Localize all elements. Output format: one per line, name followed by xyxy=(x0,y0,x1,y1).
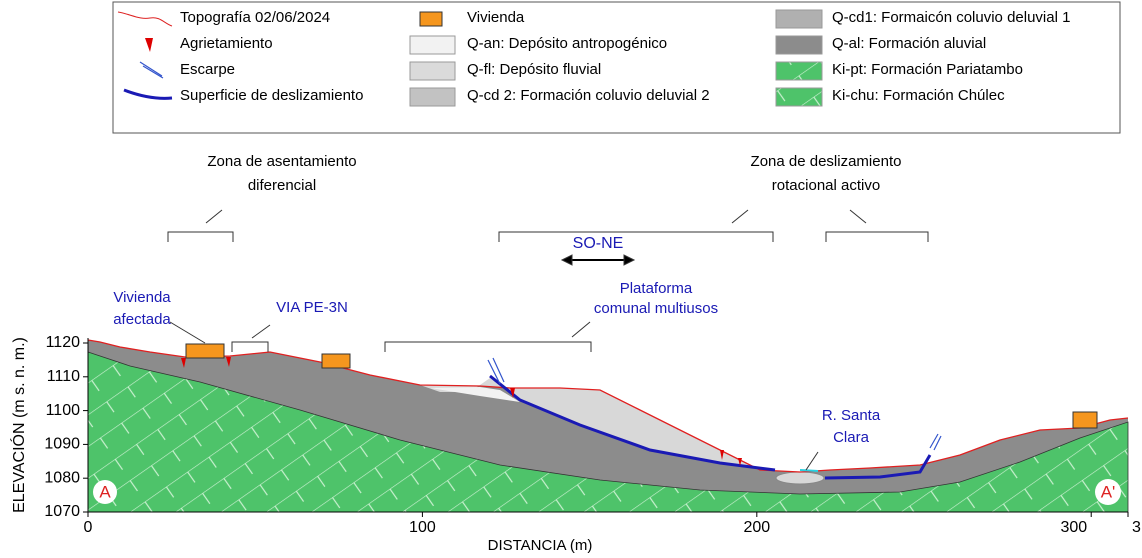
slip-surface xyxy=(824,454,932,480)
x-tick-label: 311 xyxy=(1132,519,1142,536)
legend-label: Q-cd1: Formaicón coluvio deluvial 1 xyxy=(832,9,1070,26)
annotation: R. Santa xyxy=(822,407,881,424)
annotation: Plataforma xyxy=(620,280,693,297)
annotation: Zona de asentamiento xyxy=(207,153,356,170)
legend-label: Q-fl: Depósito fluvial xyxy=(467,61,601,78)
annotation: A' xyxy=(1101,482,1116,501)
legend-symbol xyxy=(409,35,456,55)
brackets xyxy=(167,209,929,471)
x-tick-label: 200 xyxy=(743,519,770,536)
legend-label: Ki-pt: Formación Pariatambo xyxy=(832,61,1023,78)
scarp xyxy=(487,357,942,451)
point-marker xyxy=(1095,479,1121,505)
legend-label: Q-an: Depósito antropogénico xyxy=(467,35,667,52)
fluvial xyxy=(420,378,775,470)
legend-label: Topografía 02/06/2024 xyxy=(180,9,330,26)
annotation: afectada xyxy=(113,311,171,328)
legend-symbol xyxy=(409,61,456,81)
y-tick-label: 1070 xyxy=(44,503,80,520)
legend-symbol xyxy=(775,87,823,107)
y-tick-label: 1100 xyxy=(46,402,81,419)
legend-symbol xyxy=(775,35,823,55)
x-tick-label: 300 xyxy=(1061,519,1088,536)
annotation: diferencial xyxy=(248,177,316,194)
house xyxy=(321,353,351,369)
legend-symbol xyxy=(419,11,443,27)
annotation: A xyxy=(99,482,111,501)
x-tick-label: 0 xyxy=(84,519,93,536)
legend-label: Q-al: Formación aluvial xyxy=(832,35,986,52)
legend-label: Superficie de deslizamiento xyxy=(180,87,363,104)
y-axis-label: ELEVACIÓN (m s. n. m.) xyxy=(9,337,28,513)
legend-symbol xyxy=(409,87,456,107)
house xyxy=(185,343,225,359)
annotation: Zona de deslizamiento xyxy=(751,153,902,170)
legend-box xyxy=(112,1,1121,134)
legend-symbol xyxy=(139,61,164,79)
legend-symbol xyxy=(775,61,823,81)
river xyxy=(799,469,819,472)
anthropogenic xyxy=(430,387,520,402)
legend-label: Vivienda xyxy=(467,9,525,26)
legend-symbol xyxy=(123,88,173,100)
point-marker xyxy=(93,480,117,504)
y-tick-label: 1080 xyxy=(44,469,80,486)
y-tick-label: 1120 xyxy=(46,334,81,351)
x-axis-label: DISTANCIA (m) xyxy=(488,537,593,553)
annotation: rotacional activo xyxy=(772,177,880,194)
x-tick-label: 100 xyxy=(409,519,436,536)
legend: Topografía 02/06/2024 Agrietamiento Esca… xyxy=(117,9,1070,107)
section xyxy=(87,339,1129,513)
house xyxy=(1072,411,1098,429)
legend-label: Q-cd 2: Formación coluvio deluvial 2 xyxy=(467,87,710,104)
legend-symbol xyxy=(117,11,173,27)
legend-label: Ki-chu: Formación Chúlec xyxy=(832,87,1005,104)
annotation: SO-NE xyxy=(573,235,624,252)
legend-label: Escarpe xyxy=(180,61,235,78)
y-tick-label: 1110 xyxy=(47,368,80,385)
legend-symbol xyxy=(145,38,153,52)
slip-surface xyxy=(489,374,776,472)
riverbed xyxy=(775,471,825,485)
annotation: VIA PE-3N xyxy=(276,299,348,316)
annotation: Vivienda xyxy=(113,289,171,306)
y-tick-label: 1090 xyxy=(44,436,80,453)
legend-label: Agrietamiento xyxy=(180,35,273,52)
legend-symbol xyxy=(775,9,823,29)
chulec-formation xyxy=(87,351,1129,513)
annotation: comunal multiusos xyxy=(594,300,718,317)
annotation: Clara xyxy=(833,429,870,446)
